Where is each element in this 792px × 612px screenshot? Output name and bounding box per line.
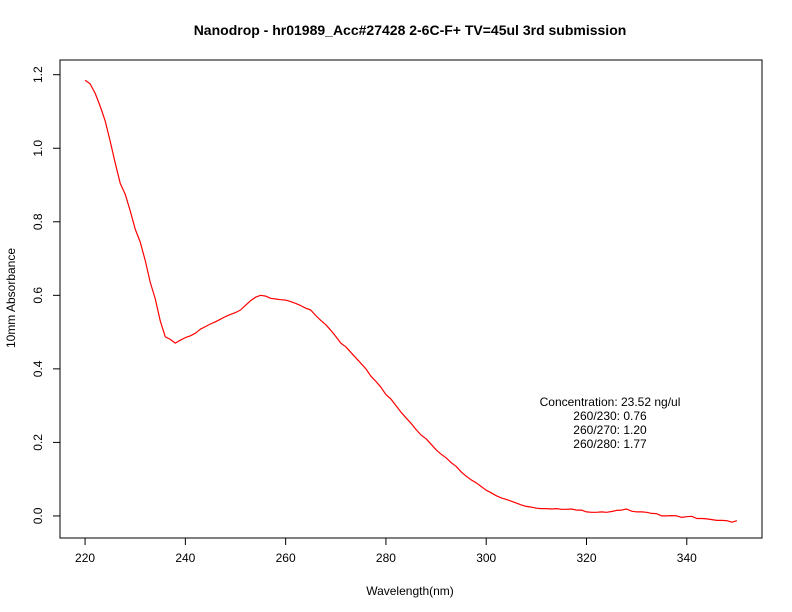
annotation-ratio-260-270: 260/270: 1.20 bbox=[573, 423, 647, 437]
x-tick-label: 220 bbox=[75, 551, 95, 565]
series-layer bbox=[84, 79, 738, 523]
annotation-concentration: Concentration: 23.52 ng/ul bbox=[540, 395, 681, 409]
y-axis: 0.0 0.2 0.4 0.6 0.8 1.0 1.2 bbox=[31, 66, 60, 524]
x-tick-label: 300 bbox=[476, 551, 496, 565]
y-tick-label: 0.8 bbox=[31, 213, 45, 230]
x-axis-label: Wavelength(nm) bbox=[366, 584, 454, 598]
y-tick-label: 0.2 bbox=[31, 434, 45, 451]
absorbance-series-line bbox=[84, 79, 738, 523]
x-tick-label: 260 bbox=[276, 551, 296, 565]
x-tick-label: 240 bbox=[175, 551, 195, 565]
y-tick-label: 1.0 bbox=[31, 140, 45, 157]
y-tick-label: 0.6 bbox=[31, 287, 45, 304]
annotation-ratio-260-230: 260/230: 0.76 bbox=[573, 409, 647, 423]
y-tick-label: 0.4 bbox=[31, 360, 45, 377]
x-tick-label: 280 bbox=[376, 551, 396, 565]
plot-frame bbox=[59, 59, 763, 539]
x-axis: 220 240 260 280 300 320 340 bbox=[75, 538, 697, 565]
y-tick-label: 0.0 bbox=[31, 507, 45, 524]
annotation-block: Concentration: 23.52 ng/ul 260/230: 0.76… bbox=[540, 395, 681, 451]
x-tick-label: 340 bbox=[677, 551, 697, 565]
chart-title: Nanodrop - hr01989_Acc#27428 2-6C-F+ TV=… bbox=[194, 22, 627, 38]
x-tick-label: 320 bbox=[576, 551, 596, 565]
y-tick-label: 1.2 bbox=[31, 66, 45, 83]
annotation-ratio-260-280: 260/280: 1.77 bbox=[573, 437, 647, 451]
y-axis-label: 10mm Absorbance bbox=[4, 248, 18, 348]
